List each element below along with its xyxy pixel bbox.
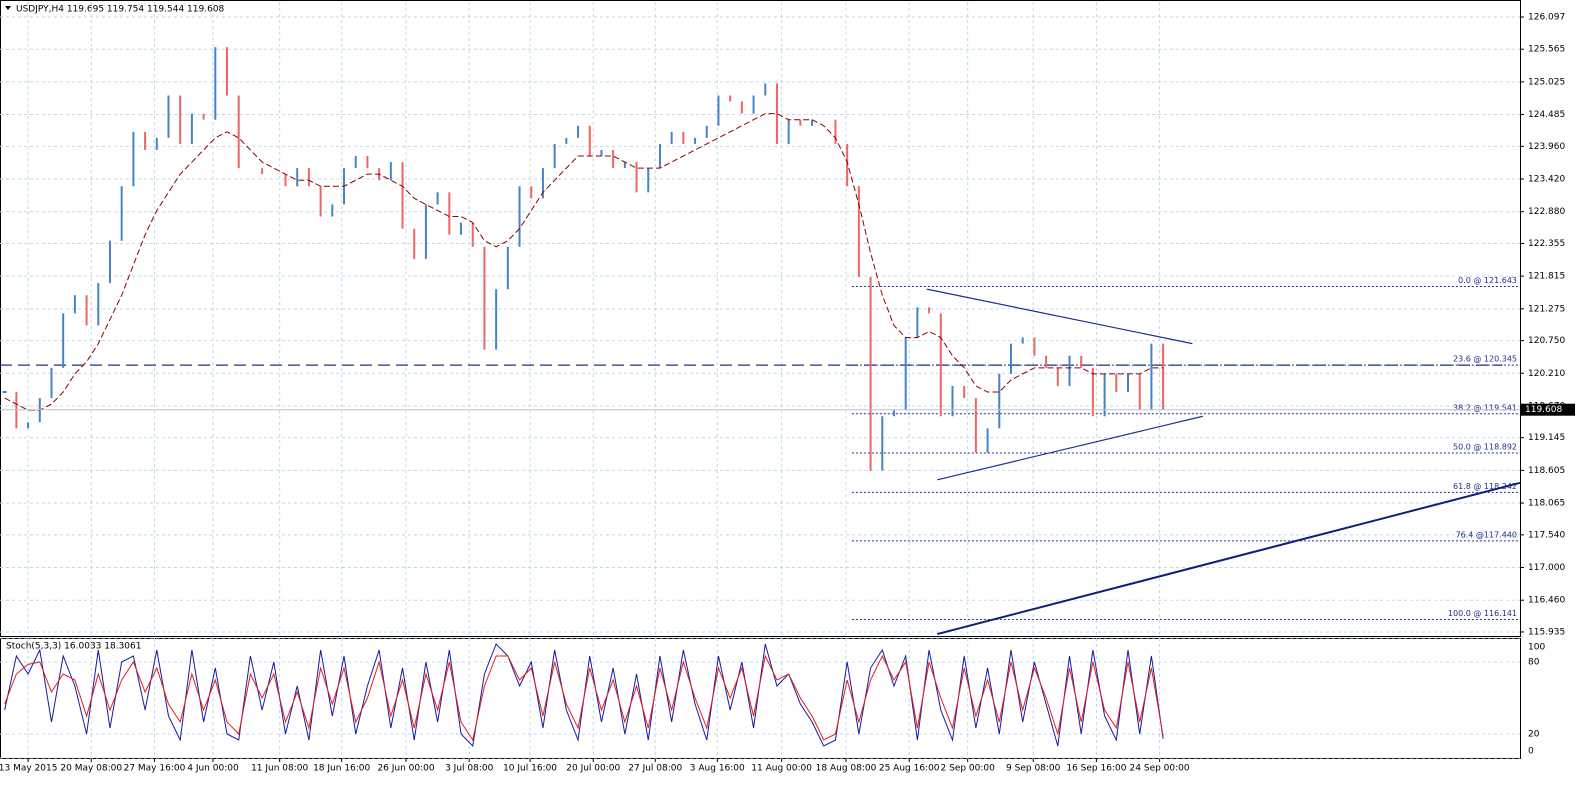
current-price-label: 119.608: [1525, 405, 1562, 415]
x-tick-label: 9 Sep 08:00: [1006, 764, 1061, 774]
y-tick-label: 122.880: [1528, 207, 1565, 217]
symbol-marker: [5, 6, 11, 10]
x-tick-label: 10 Jul 16:00: [503, 764, 557, 774]
moving-average: [4, 113, 1164, 411]
y-tick-label: 117.540: [1528, 530, 1565, 540]
y-tick-label: 117.000: [1528, 563, 1565, 573]
x-tick-label: 13 May 2015: [0, 764, 57, 774]
y-tick-label: 118.065: [1528, 499, 1565, 509]
x-tick-label: 3 Jul 08:00: [445, 764, 494, 774]
x-tick-label: 2 Sep 00:00: [941, 764, 996, 774]
y-tick-label: 126.097: [1528, 13, 1565, 23]
x-tick-label: 27 May 16:00: [124, 764, 186, 774]
fib-label: 0.0 @ 121.643: [1458, 276, 1517, 285]
y-tick-label: 125.025: [1528, 77, 1565, 87]
x-tick-label: 4 Jun 00:00: [187, 764, 239, 774]
stoch-line: [4, 654, 1164, 742]
trendline: [937, 481, 1521, 636]
y-tick-label: 123.420: [1528, 175, 1565, 185]
x-tick-label: 3 Aug 16:00: [690, 764, 745, 774]
x-tick-label: 11 Jun 08:00: [251, 764, 308, 774]
trendline: [937, 415, 1204, 481]
x-tick-label: 20 May 08:00: [60, 764, 122, 774]
fib-label: 61.8 @ 118.242: [1453, 482, 1517, 491]
fib-label: 23.6 @ 120.345: [1453, 355, 1517, 364]
x-tick-label: 25 Aug 16:00: [879, 764, 940, 774]
trendline: [926, 288, 1193, 345]
x-tick-label: 18 Jun 16:00: [313, 764, 370, 774]
x-tick-label: 11 Aug 00:00: [751, 764, 812, 774]
x-tick-label: 20 Jul 00:00: [566, 764, 620, 774]
chart-title: USDJPY,H4 119.695 119.754 119.544 119.60…: [16, 5, 225, 15]
x-tick-label: 27 Jul 08:00: [628, 764, 682, 774]
y-tick-label: 121.275: [1528, 304, 1565, 314]
y-tick-label: 116.460: [1528, 596, 1565, 606]
stoch-title: Stoch(5,3,3) 16.0033 18.3061: [6, 642, 141, 652]
y-tick-label: 121.815: [1528, 272, 1565, 282]
current-price-box: [1521, 403, 1575, 416]
y-tick-label: 0: [1528, 747, 1534, 757]
x-tick-label: 18 Aug 08:00: [816, 764, 877, 774]
fib-label: 38.2 @ 119.541: [1453, 403, 1517, 412]
y-tick-label: 118.605: [1528, 466, 1565, 476]
fib-label: 50.0 @ 118.892: [1453, 443, 1517, 452]
y-tick-label: 125.565: [1528, 45, 1565, 55]
fib-label: 100.0 @ 116.141: [1448, 609, 1517, 618]
y-tick-label: 120.210: [1528, 369, 1565, 379]
stoch-panel-frame: [0, 638, 1521, 759]
y-tick-label: 124.485: [1528, 110, 1565, 120]
y-tick-label: 123.960: [1528, 142, 1565, 152]
y-tick-label: 20: [1528, 730, 1540, 740]
y-tick-label: 119.145: [1528, 433, 1565, 443]
y-tick-label: 120.750: [1528, 336, 1565, 346]
y-tick-label: 80: [1528, 658, 1540, 668]
fib-label: 76.4 @117.440: [1456, 530, 1517, 539]
main-panel-frame: [0, 0, 1521, 637]
x-tick-label: 26 Jun 00:00: [377, 764, 434, 774]
y-tick-label: 115.935: [1528, 627, 1565, 637]
x-tick-label: 16 Sep 16:00: [1066, 764, 1126, 774]
y-tick-label: 100: [1528, 643, 1545, 653]
x-tick-label: 24 Sep 00:00: [1130, 764, 1190, 774]
y-tick-label: 122.355: [1528, 239, 1565, 249]
